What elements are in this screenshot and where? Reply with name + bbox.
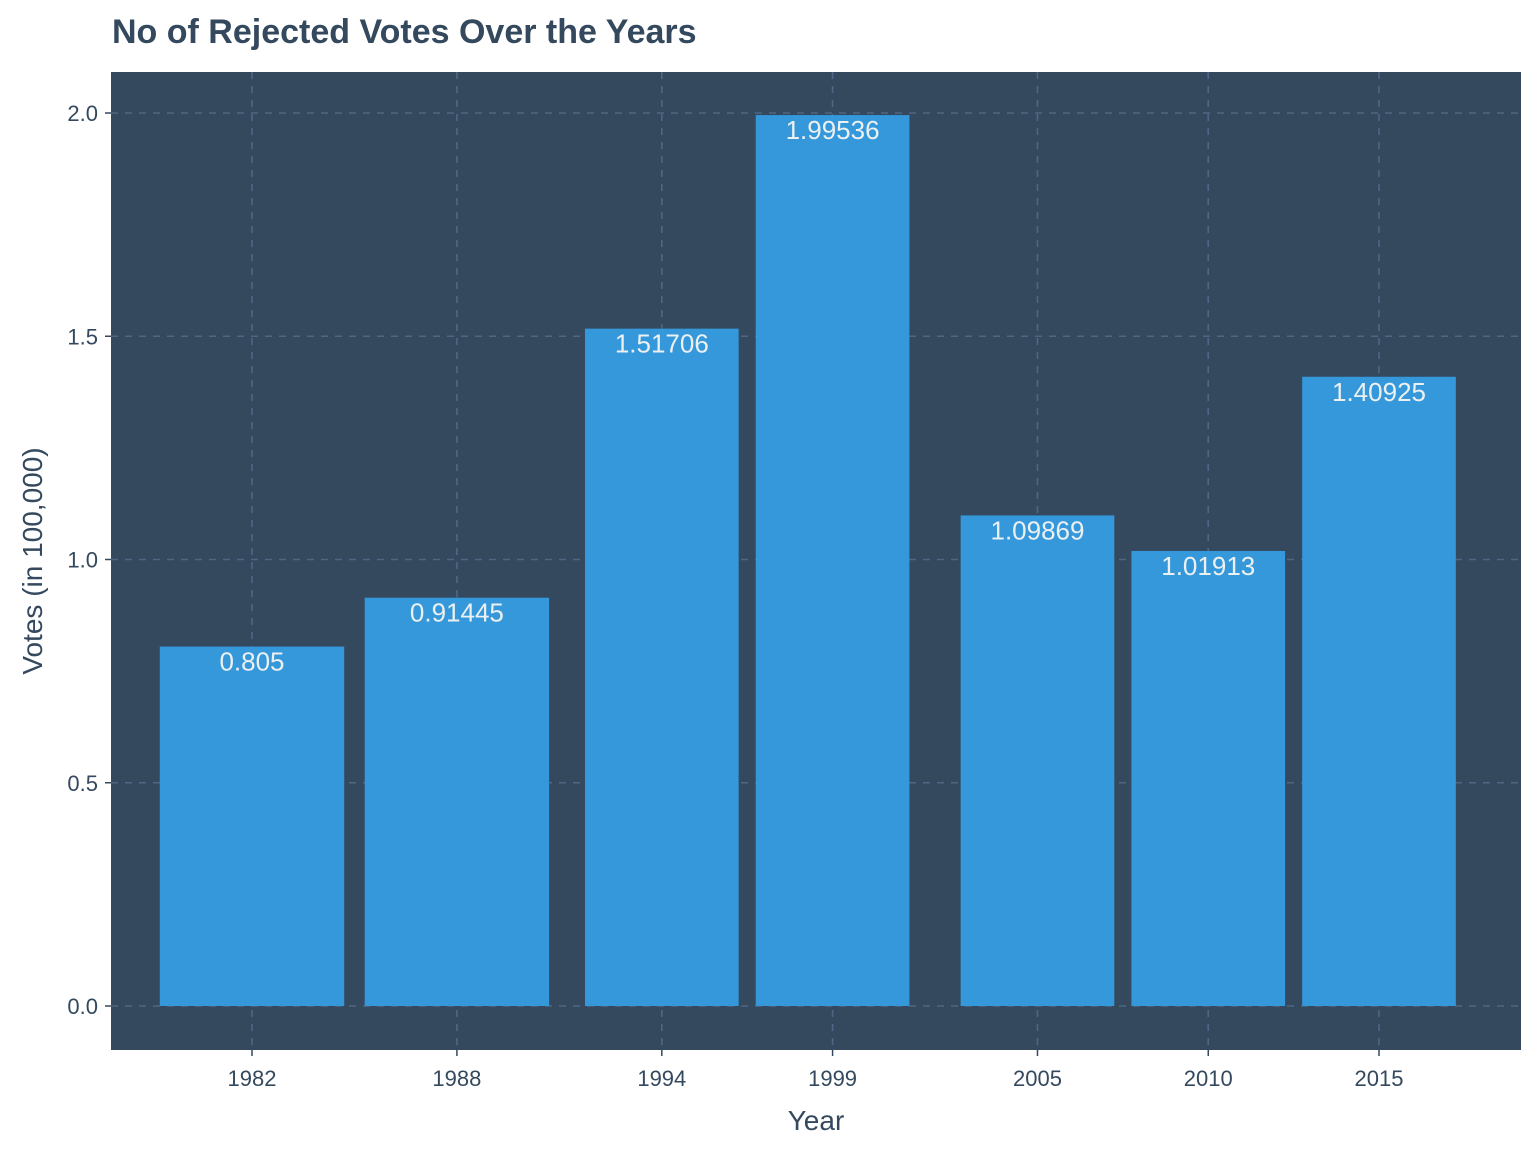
y-axis-ticks: 0.0 0.5 1.0 1.5 2.0 xyxy=(67,101,111,1019)
bar-value-label: 1.40925 xyxy=(1332,377,1426,407)
bar-value-label: 0.91445 xyxy=(410,598,504,628)
bars xyxy=(159,115,1456,1007)
bar-2015 xyxy=(1302,376,1456,1006)
y-tick-label: 0.0 xyxy=(67,994,98,1019)
x-axis-title: Year xyxy=(788,1105,845,1136)
bar-2010 xyxy=(1131,550,1286,1006)
bar-value-label: 1.01913 xyxy=(1161,551,1255,581)
bar-2005 xyxy=(960,515,1115,1006)
bar-value-label: 1.99536 xyxy=(786,115,880,145)
x-tick-label: 2005 xyxy=(1013,1066,1062,1091)
x-tick-label: 1999 xyxy=(808,1066,857,1091)
bar-1999 xyxy=(755,115,910,1006)
bar-value-label: 1.09869 xyxy=(990,515,1084,545)
bar-1982 xyxy=(159,646,345,1006)
y-tick-label: 1.0 xyxy=(67,548,98,573)
bar-data-labels: 0.805 0.91445 1.51706 1.99536 1.09869 1.01913… xyxy=(219,115,1426,676)
x-tick-label: 2015 xyxy=(1355,1066,1404,1091)
x-tick-label: 1994 xyxy=(637,1066,686,1091)
y-tick-label: 1.5 xyxy=(67,324,98,349)
x-tick-label: 1982 xyxy=(228,1066,277,1091)
y-tick-label: 2.0 xyxy=(67,101,98,126)
bar-1994 xyxy=(584,328,739,1007)
y-tick-label: 0.5 xyxy=(67,771,98,796)
bar-value-label: 0.805 xyxy=(219,647,284,677)
bar-1988 xyxy=(364,597,550,1006)
chart-title: No of Rejected Votes Over the Years xyxy=(112,13,697,51)
x-tick-label: 1988 xyxy=(432,1066,481,1091)
y-axis-title: Votes (in 100,000) xyxy=(17,447,48,674)
x-tick-label: 2010 xyxy=(1184,1066,1233,1091)
bar-value-label: 1.51706 xyxy=(615,329,709,359)
x-axis-ticks: 1982 1988 1994 1999 2005 2010 2015 xyxy=(228,1050,1404,1091)
